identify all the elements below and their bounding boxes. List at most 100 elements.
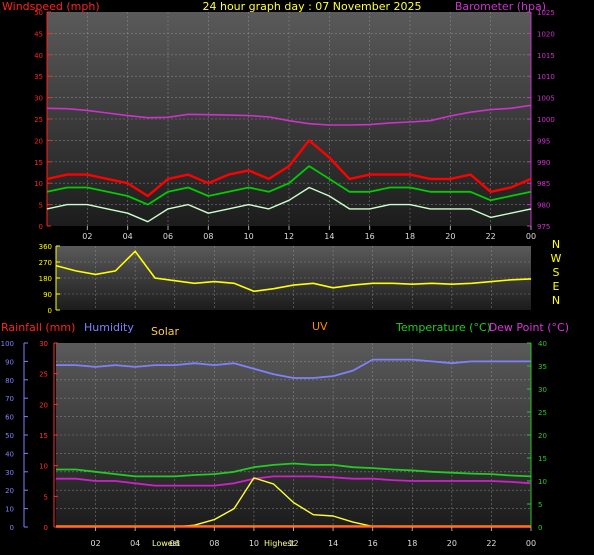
solar-axis-label: Solar <box>151 325 180 338</box>
humidity-axis-label: Humidity <box>84 321 134 334</box>
hour-tick-label: 06 <box>163 232 173 241</box>
axis-tick-label: 5 <box>39 202 43 210</box>
axis-tick-label: 975 <box>537 223 550 231</box>
axis-tick-label: 30 <box>34 95 43 103</box>
rain-temperature-grid <box>56 343 531 527</box>
hour-tick-label: 18 <box>405 232 415 241</box>
axis-tick-label: 0 <box>44 524 48 532</box>
axis-tick-label: 25 <box>34 116 43 124</box>
hour-ticks-bottom: 02 04 06 08 10 12 14 16 18 20 22 00 <box>90 527 536 548</box>
axis-tick-label: 980 <box>537 202 550 210</box>
axis-tick-label: 15 <box>34 159 43 167</box>
wind-direction-grid <box>56 246 531 310</box>
compass-label: N <box>552 294 560 307</box>
wind-gust-line <box>46 186 532 223</box>
graph-title: 24 hour graph day : 07 November 2025 <box>202 0 421 13</box>
axis-tick-label: 30 <box>538 386 547 394</box>
hour-tick-label: 04 <box>123 232 133 241</box>
axis-tick-label: 0 <box>39 223 43 231</box>
axis-tick-label: 0 <box>538 524 542 532</box>
wind-barometer-panel: Windspeed (mph) 24 hour graph day : 07 N… <box>2 0 555 241</box>
axis-tick-label: 990 <box>537 159 550 167</box>
axis-tick-label: 1020 <box>537 30 555 38</box>
axis-tick-label: 1025 <box>537 9 555 17</box>
hour-tick-label: 16 <box>368 539 378 548</box>
compass-label: N <box>552 238 560 251</box>
axis-tick-label: 45 <box>34 30 43 38</box>
hour-tick-label: 12 <box>288 539 298 548</box>
wind-avg-line <box>46 139 532 198</box>
humidity-line <box>56 358 531 379</box>
axis-tick-label: 10 <box>5 506 14 514</box>
compass-label: E <box>553 280 560 293</box>
axis-tick-label: 35 <box>538 363 547 371</box>
axis-tick-label: 90 <box>43 291 52 299</box>
hour-tick-label: 20 <box>447 539 457 548</box>
hour-tick-label: 22 <box>486 232 496 241</box>
axis-tick-label: 40 <box>538 340 547 348</box>
compass-label: S <box>553 266 560 279</box>
hour-tick-label: 12 <box>284 232 294 241</box>
axis-tick-label: 50 <box>34 9 43 17</box>
hour-tick-label: 22 <box>486 539 496 548</box>
hour-tick-label: 02 <box>90 539 100 548</box>
hour-tick-label: 18 <box>407 539 417 548</box>
hour-tick-label: 02 <box>82 232 92 241</box>
windspeed-axis-label: Windspeed (mph) <box>2 0 100 13</box>
axis-tick-label: 1000 <box>537 116 555 124</box>
hour-tick-label: 10 <box>249 539 259 548</box>
temperature-line <box>56 462 532 478</box>
axis-tick-label: 30 <box>39 340 48 348</box>
hour-tick-label: 14 <box>328 539 338 548</box>
axis-tick-label: 995 <box>537 137 550 145</box>
barometer-line <box>46 104 532 126</box>
axis-tick-label: 25 <box>39 371 48 379</box>
axis-tick-label: 1015 <box>537 52 555 60</box>
axis-tick-label: 20 <box>39 401 48 409</box>
wind-mean-line <box>46 165 532 206</box>
dewpoint-axis-label: Dew Point (°C) <box>489 321 569 334</box>
axis-tick-label: 10 <box>34 180 43 188</box>
barometer-ticks: 975 980 985 990 995 1000 1005 1010 1015 1020 1025 <box>527 9 555 231</box>
rainfall-axis-label: Rainfall (mm) <box>1 321 75 334</box>
axis-tick-label: 1005 <box>537 95 555 103</box>
hour-tick-label: 04 <box>130 539 140 548</box>
axis-tick-label: 0 <box>10 524 14 532</box>
humidity-ticks: 0 10 20 30 40 50 60 70 80 90 100 <box>1 340 28 532</box>
uv-axis-label: UV <box>312 320 328 333</box>
hour-tick-label: 08 <box>203 232 213 241</box>
axis-tick-label: 100 <box>1 340 14 348</box>
axis-tick-label: 10 <box>39 463 48 471</box>
hour-tick-label: 20 <box>445 232 455 241</box>
hour-tick-label: 16 <box>365 232 375 241</box>
hour-tick-label: 14 <box>324 232 334 241</box>
axis-tick-label: 90 <box>5 358 14 366</box>
axis-tick-label: 5 <box>538 501 542 509</box>
axis-tick-label: 1010 <box>537 73 555 81</box>
axis-tick-label: 30 <box>5 469 14 477</box>
wind-direction-series <box>55 250 532 293</box>
axis-tick-label: 40 <box>34 52 43 60</box>
highest-marker: Highest <box>264 539 295 548</box>
wind-direction-ticks: 0 90 180 270 360 <box>39 243 60 315</box>
compass-label: W <box>551 252 562 265</box>
axis-tick-label: 270 <box>39 259 52 267</box>
temperature-ticks: 0 5 10 15 20 25 30 35 40 <box>527 340 547 532</box>
axis-tick-label: 0 <box>48 307 52 315</box>
rain-temperature-panel: Rainfall (mm) Humidity Solar UV Temperat… <box>1 320 569 548</box>
hour-tick-label: 00 <box>526 232 536 241</box>
axis-tick-label: 20 <box>538 432 547 440</box>
axis-tick-label: 70 <box>5 395 14 403</box>
temperature-axis-label: Temperature (°C) <box>395 321 491 334</box>
axis-tick-label: 80 <box>5 377 14 385</box>
hour-tick-label: 08 <box>209 539 219 548</box>
lowest-marker: Lowest <box>152 539 180 548</box>
axis-tick-label: 50 <box>5 432 14 440</box>
hour-ticks-top: 02 04 06 08 10 12 14 16 18 20 22 00 <box>82 226 536 241</box>
axis-tick-label: 15 <box>538 455 547 463</box>
windspeed-ticks: 0 5 10 15 20 25 30 35 40 45 50 <box>34 9 51 231</box>
axis-tick-label: 20 <box>34 137 43 145</box>
